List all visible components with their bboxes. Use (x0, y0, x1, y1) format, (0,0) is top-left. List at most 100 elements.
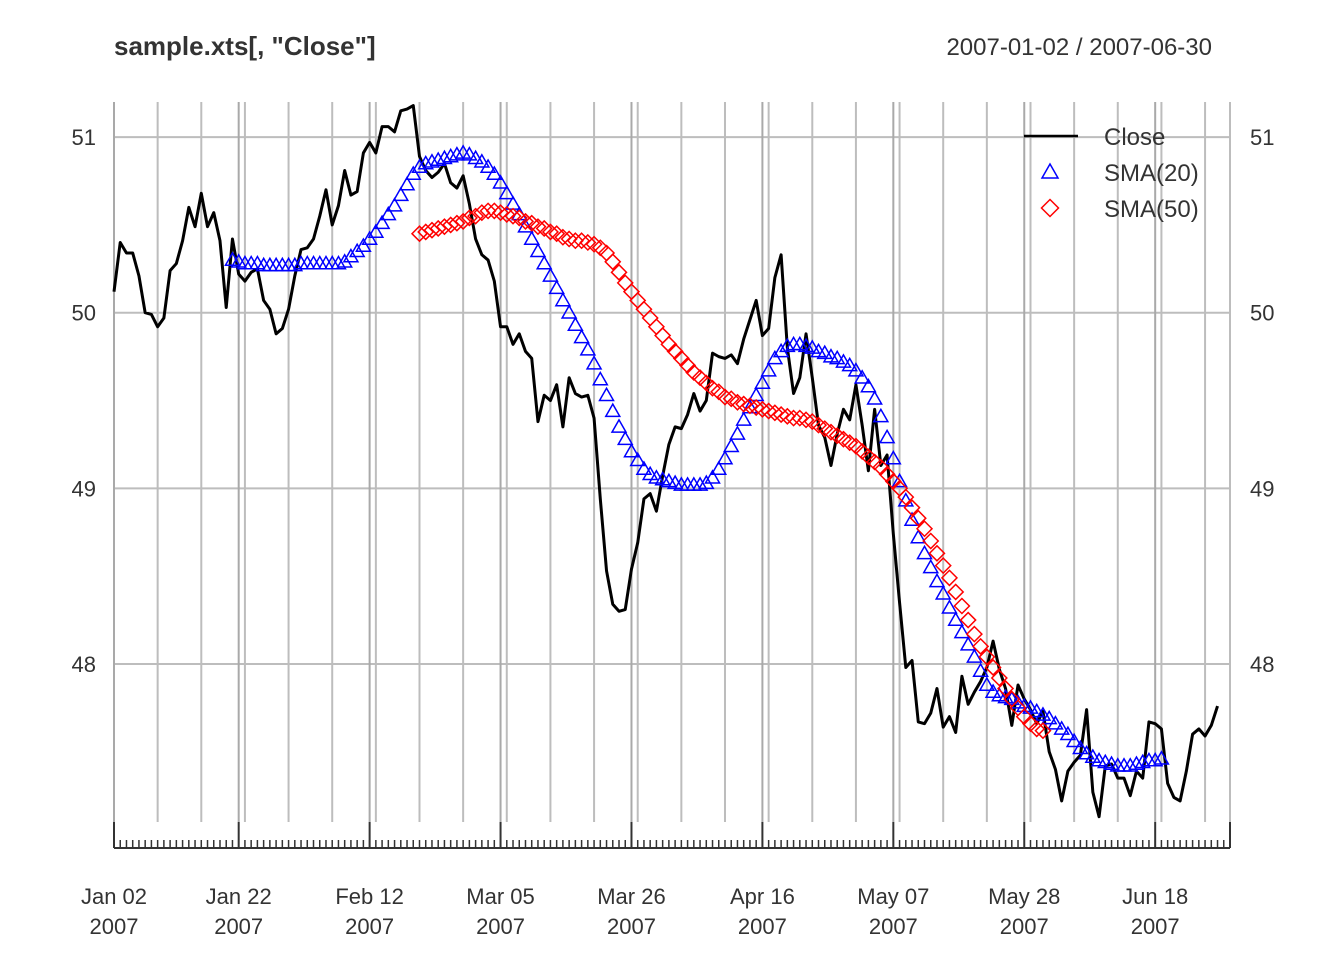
series-line-close (112, 104, 1219, 819)
x-tick-label: Jun 18 (1122, 884, 1188, 909)
sma50-marker (791, 409, 809, 427)
sma20-marker (1047, 715, 1064, 730)
sma20-marker (392, 186, 410, 202)
sma50-marker (996, 679, 1015, 698)
x-tick-year: 2007 (869, 914, 918, 939)
sma20-marker (367, 223, 385, 238)
sma20-marker (704, 469, 721, 484)
sma50-marker (716, 388, 734, 406)
x-tick-label: Mar 26 (597, 884, 665, 909)
x-tick-year: 2007 (90, 914, 139, 939)
sma50-marker (479, 202, 497, 220)
sma50-marker (903, 499, 921, 517)
sma50-marker (785, 409, 803, 427)
sma20-marker (772, 342, 790, 358)
sma50-marker (915, 520, 934, 538)
sma20-marker (629, 451, 647, 467)
sma20-marker (373, 214, 391, 230)
sma20-marker (398, 176, 416, 191)
sma20-marker (1078, 745, 1095, 760)
sma20-marker (729, 425, 746, 440)
sma20-marker (1128, 755, 1145, 771)
sma20-marker (835, 353, 852, 368)
sma20-marker (535, 255, 553, 270)
sma20-marker (1146, 752, 1164, 767)
sma20-marker (959, 636, 977, 651)
sma50-marker (990, 669, 1008, 687)
sma20-marker (592, 370, 609, 386)
sma20-marker (1072, 739, 1089, 755)
sma20-marker (386, 197, 403, 212)
sma20-marker (461, 146, 478, 161)
sma20-marker (567, 316, 584, 332)
sma50-marker (953, 597, 971, 615)
sma20-marker (972, 662, 989, 677)
sma20-marker (984, 683, 1002, 699)
y-tick-label-right: 50 (1250, 301, 1274, 326)
sma20-marker (585, 355, 603, 370)
sma20-marker (941, 599, 958, 614)
sma20-marker (1028, 702, 1046, 718)
sma20-marker (1003, 690, 1021, 706)
x-tick-year: 2007 (1000, 914, 1049, 939)
sma20-marker (903, 511, 921, 526)
sma20-marker (1153, 750, 1170, 765)
sma20-marker (916, 544, 933, 560)
sma50-marker (984, 658, 1002, 677)
sma20-marker (1034, 706, 1052, 721)
y-tick-label-left: 50 (72, 301, 96, 326)
sma20-marker (436, 149, 453, 165)
sma50-marker (1034, 722, 1052, 740)
sma50-marker (610, 263, 628, 281)
sma20-marker (754, 374, 771, 389)
sma20-marker (803, 339, 821, 354)
sma50-marker (485, 202, 503, 220)
sma20-marker (928, 572, 946, 588)
sma50-marker (566, 232, 584, 250)
x-tick-label: Jan 22 (206, 884, 272, 909)
sma20-marker (342, 248, 360, 263)
legend-label: Close (1104, 124, 1165, 151)
sma20-marker (766, 349, 784, 365)
sma50-marker (965, 625, 983, 643)
sma50-marker (940, 569, 959, 587)
sma20-marker (548, 279, 565, 295)
sma20-marker (710, 460, 728, 476)
sma50-marker (467, 207, 485, 225)
sma20-marker (579, 341, 597, 356)
sma20-marker (423, 153, 441, 168)
sma20-marker (934, 585, 952, 600)
sma20-marker (486, 165, 503, 180)
legend: Close SMA(20) SMA(50) (1024, 124, 1199, 223)
sma20-marker (860, 377, 877, 393)
sma50-marker (516, 212, 535, 230)
sma50-marker (604, 253, 622, 271)
sma50-marker (978, 648, 996, 666)
y-tick-label-left: 51 (72, 125, 96, 150)
sma50-marker (554, 228, 572, 246)
sma20-marker (878, 428, 896, 444)
sma20-marker (635, 460, 653, 476)
sma20-marker (841, 356, 858, 372)
sma50-marker (691, 369, 709, 387)
sma20-marker (1065, 732, 1083, 748)
sma20-marker (716, 449, 734, 465)
sma50-marker (460, 209, 478, 227)
x-tick-label: Feb 12 (335, 884, 404, 909)
sma20-marker (1040, 709, 1058, 725)
sma50-marker (541, 223, 559, 241)
sma50-marker (947, 583, 965, 601)
sma50-marker (741, 397, 759, 415)
sma20-marker (909, 529, 927, 544)
sma20-marker (1009, 694, 1027, 709)
sma50-marker (697, 374, 715, 392)
sma20-marker (760, 362, 777, 377)
sma20-marker (492, 174, 509, 189)
sma50-marker (766, 404, 784, 422)
sma20-marker (1059, 725, 1077, 741)
sma20-marker (828, 349, 846, 365)
y-tick-label-left: 49 (72, 476, 96, 501)
sma50-marker (897, 488, 915, 506)
sma20-marker (1084, 748, 1102, 764)
